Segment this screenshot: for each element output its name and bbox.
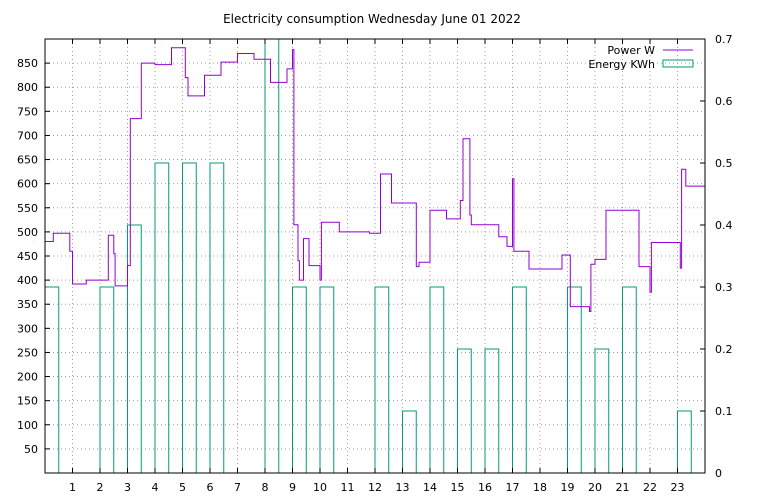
energy-bar [182,162,197,474]
x-tick-label: 11 [341,481,355,494]
y2-tick-label: 0.1 [715,405,733,418]
x-tick-label: 15 [451,481,465,494]
x-tick-label: 18 [533,481,547,494]
x-tick-label: 22 [643,481,657,494]
y2-tick-label: 0 [715,467,722,480]
energy-bar [127,224,142,474]
y-tick-label: 500 [17,226,38,239]
energy-bar [44,286,60,474]
power-line-path [45,47,705,312]
x-tick-label: 17 [506,481,520,494]
y-tick-label: 700 [17,129,38,142]
energy-bar [622,286,637,474]
x-tick-label: 19 [561,481,575,494]
y2-tick-label: 0.5 [715,157,733,170]
x-tick-label: 14 [423,481,437,494]
y-tick-label: 250 [17,346,38,359]
energy-bar [567,286,582,474]
energy-bar [402,410,417,474]
x-tick-label: 1 [69,481,76,494]
y-tick-label: 350 [17,298,38,311]
axis-ticks: 1 2 3 4 5 6 7 8 9 10 11 12 13 14 15 16 17 18 19 20 21 22 23501… [17,33,733,494]
energy-bar [319,286,335,474]
x-tick-label: 2 [97,481,104,494]
y-tick-label: 650 [17,154,38,167]
y2-tick-label: 0.7 [715,33,733,46]
y-tick-label: 450 [17,250,38,263]
y2-tick-label: 0.2 [715,343,733,356]
y2-tick-label: 0.6 [715,95,733,108]
y-tick-label: 150 [17,395,38,408]
energy-bar [677,410,692,474]
energy-bar [154,162,170,474]
energy-bar [292,286,307,474]
x-tick-label: 20 [588,481,602,494]
y-tick-label: 200 [17,371,38,384]
energy-bar [209,162,225,474]
x-tick-label: 13 [396,481,410,494]
energy-bar [594,348,610,474]
y-tick-label: 300 [17,322,38,335]
x-tick-label: 9 [289,481,296,494]
x-tick-label: 21 [616,481,630,494]
y-tick-label: 550 [17,202,38,215]
y-tick-label: 600 [17,178,38,191]
energy-bar [512,286,527,474]
y-tick-label: 800 [17,81,38,94]
legend-swatch-energy [662,59,694,68]
x-tick-label: 6 [207,481,214,494]
energy-bar [99,286,115,474]
y-tick-label: 750 [17,105,38,118]
x-tick-label: 5 [179,481,186,494]
energy-bar [374,286,390,474]
y-tick-label: 50 [24,443,38,456]
energy-bar [264,38,280,474]
x-tick-label: 8 [262,481,269,494]
energy-bar [484,348,500,474]
y-tick-label: 100 [17,419,38,432]
power-line [45,47,705,312]
y2-tick-label: 0.4 [715,219,733,232]
x-tick-label: 10 [313,481,327,494]
chart-title: Electricity consumption Wednesday June 0… [223,12,521,26]
energy-bar [457,348,472,474]
energy-bar [429,286,445,474]
y2-tick-label: 0.3 [715,281,733,294]
x-tick-label: 7 [234,481,241,494]
y-tick-label: 850 [17,57,38,70]
legend-label-energy: Energy KWh [588,58,655,71]
y-tick-label: 400 [17,274,38,287]
x-tick-label: 23 [671,481,685,494]
x-tick-label: 3 [124,481,131,494]
x-tick-label: 16 [478,481,492,494]
x-tick-label: 12 [368,481,382,494]
legend-label-power: Power W [607,44,655,57]
x-tick-label: 4 [152,481,159,494]
